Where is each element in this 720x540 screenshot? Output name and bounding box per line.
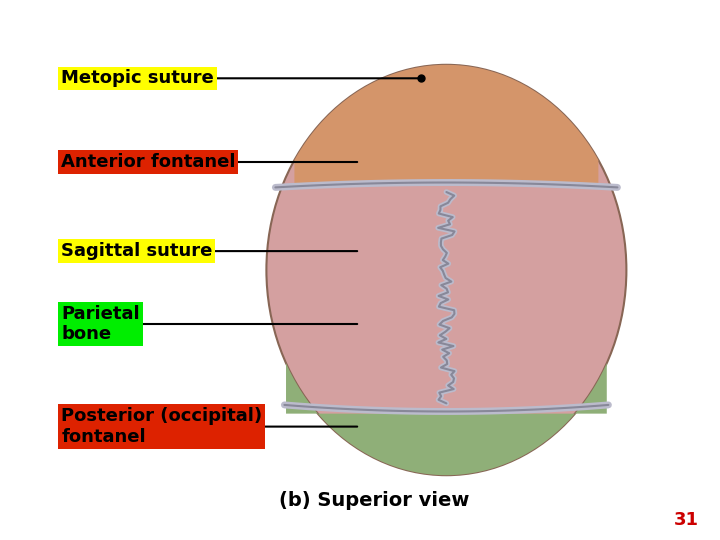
- Polygon shape: [294, 65, 598, 184]
- Text: Anterior fontanel: Anterior fontanel: [61, 153, 235, 171]
- Text: Metopic suture: Metopic suture: [61, 69, 214, 87]
- Text: 31: 31: [673, 511, 698, 529]
- Text: Sagittal suture: Sagittal suture: [61, 242, 212, 260]
- Text: (b) Superior view: (b) Superior view: [279, 491, 469, 510]
- Text: Parietal
bone: Parietal bone: [61, 305, 140, 343]
- Ellipse shape: [266, 65, 626, 475]
- Polygon shape: [286, 363, 607, 475]
- Text: Posterior (occipital)
fontanel: Posterior (occipital) fontanel: [61, 407, 262, 446]
